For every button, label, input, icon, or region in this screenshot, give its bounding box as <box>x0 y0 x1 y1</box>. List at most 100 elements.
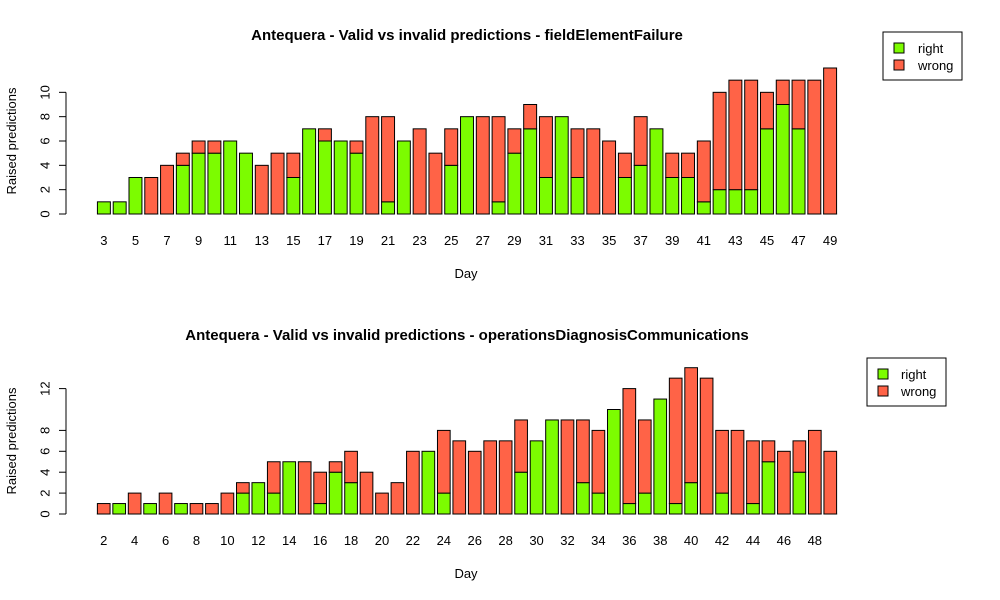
bar-right <box>649 128 664 215</box>
bar-right <box>684 482 698 515</box>
bar-wrong <box>514 419 528 473</box>
bar-wrong <box>746 440 760 505</box>
x-tick-label: 32 <box>560 533 574 548</box>
x-tick-label: 49 <box>823 233 837 248</box>
bar-wrong <box>491 116 506 203</box>
bar-right <box>444 164 459 215</box>
bar-right <box>333 140 348 215</box>
bar-right <box>175 164 190 215</box>
bar-right <box>112 201 127 215</box>
y-tick-label: 2 <box>37 489 52 496</box>
bar-wrong <box>507 128 522 154</box>
y-tick-label: 10 <box>37 85 52 99</box>
bar-wrong <box>359 471 374 515</box>
bar-right <box>239 152 253 215</box>
bar-wrong <box>452 440 467 515</box>
x-tick-label: 11 <box>223 233 237 248</box>
bar-right <box>529 440 544 515</box>
bar-right <box>421 450 436 515</box>
bar-right <box>668 503 683 515</box>
y-axis: 0 2 4 6 8 12 <box>37 381 67 518</box>
bar-right <box>491 201 506 215</box>
bar-right <box>792 471 807 515</box>
bar-right <box>223 140 238 215</box>
bar-wrong <box>175 152 190 166</box>
x-tick-label: 28 <box>498 533 512 548</box>
x-tick-label: 40 <box>684 533 698 548</box>
bar-wrong <box>381 116 396 203</box>
bar-right <box>554 116 569 215</box>
y-tick-label: 12 <box>37 381 52 395</box>
bar-wrong <box>699 377 714 515</box>
legend-box <box>882 31 963 81</box>
bar-right <box>791 128 806 215</box>
x-tick-label: 19 <box>349 233 363 248</box>
x-tick-label: 38 <box>653 533 667 548</box>
bar-wrong <box>344 450 358 484</box>
bar-wrong <box>127 492 142 515</box>
y-tick-label: 4 <box>37 469 52 476</box>
x-tick-label: 15 <box>286 233 300 248</box>
x-axis-label: Day <box>454 566 478 581</box>
bar-wrong <box>412 128 427 215</box>
bar-wrong <box>637 419 652 494</box>
bar-wrong <box>602 140 617 215</box>
bar-wrong <box>668 377 683 505</box>
legend-label-wrong: wrong <box>917 58 953 73</box>
chart-title: Antequera - Valid vs invalid predictions… <box>185 327 748 344</box>
bar-wrong <box>390 482 405 515</box>
bar-right <box>302 128 317 215</box>
bar-right <box>174 503 188 515</box>
x-tick-label: 29 <box>507 233 521 248</box>
x-tick-label: 25 <box>444 233 458 248</box>
bar-right <box>396 140 411 215</box>
bars-layer <box>96 67 838 215</box>
bar-wrong <box>205 503 219 515</box>
bar-wrong <box>444 128 459 166</box>
bar-right <box>266 492 281 515</box>
legend-swatch-right <box>877 368 889 380</box>
bar-wrong <box>207 140 222 154</box>
bar-wrong <box>270 152 285 215</box>
x-axis-ticks: 2 4 6 8 10 12 14 16 18 20 22 24 26 28 30 32 34 36 38 40 42 44… <box>100 533 822 548</box>
x-tick-label: 48 <box>808 533 822 548</box>
legend-label-wrong: wrong <box>900 384 936 399</box>
bar-right <box>128 176 143 215</box>
bar-wrong <box>483 440 498 515</box>
x-tick-label: 31 <box>539 233 553 248</box>
bar-right <box>96 201 111 215</box>
bar-wrong <box>297 461 312 515</box>
bar-wrong <box>428 152 443 215</box>
bar-wrong <box>328 461 343 473</box>
bar-right <box>286 176 301 215</box>
bar-right <box>744 189 759 215</box>
x-tick-label: 42 <box>715 533 729 548</box>
bar-right <box>761 461 776 515</box>
y-tick-label: 8 <box>37 113 52 120</box>
bar-wrong <box>317 128 332 142</box>
legend-box <box>866 357 947 407</box>
bar-wrong <box>96 503 111 515</box>
chart-panel-field-element-failure: Antequera - Valid vs invalid predictions… <box>4 27 963 281</box>
x-tick-label: 46 <box>777 533 791 548</box>
bar-wrong <box>189 503 204 515</box>
y-tick-label: 6 <box>37 448 52 455</box>
x-tick-label: 13 <box>255 233 269 248</box>
bar-right <box>576 482 590 515</box>
x-axis-label: Day <box>454 266 478 281</box>
bar-wrong <box>715 429 729 494</box>
bar-wrong <box>791 79 806 130</box>
bar-right <box>436 492 451 515</box>
bar-wrong <box>775 79 790 105</box>
bar-wrong <box>730 429 745 515</box>
bar-wrong <box>728 79 743 191</box>
bar-right <box>282 461 297 515</box>
y-tick-label: 6 <box>37 137 52 144</box>
chart-title: Antequera - Valid vs invalid predictions… <box>251 27 683 44</box>
bar-wrong <box>744 79 759 191</box>
bar-right <box>460 116 474 215</box>
bar-wrong <box>160 164 175 215</box>
bar-wrong <box>560 419 575 515</box>
bar-wrong <box>633 116 648 166</box>
bar-right <box>143 503 157 515</box>
